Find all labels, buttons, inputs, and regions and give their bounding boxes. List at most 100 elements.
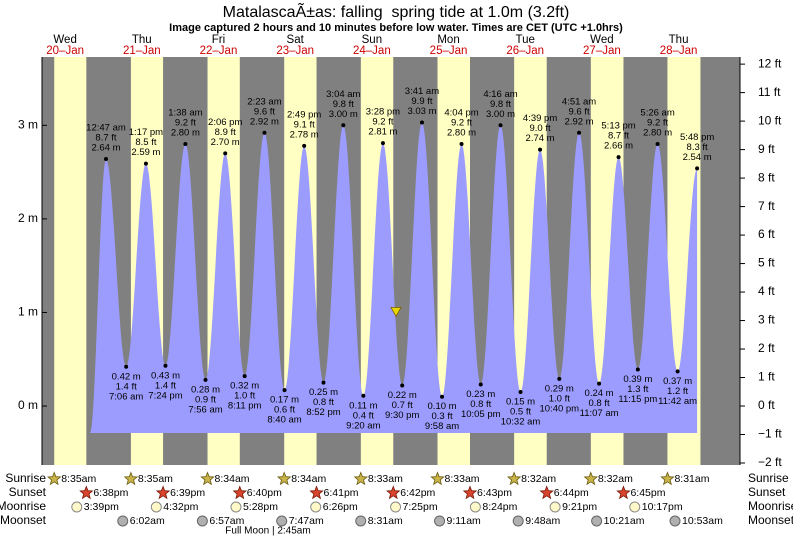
y2-tick-label: 8 ft [758,170,775,184]
row-label: Moonrise [748,499,793,513]
tide-point [655,142,660,147]
row-label: Sunrise [748,471,789,485]
tide-label: 4:39 pm [523,113,557,124]
moonset-icon [117,515,129,527]
moonset-time: 9:48am [525,515,560,527]
y2-tick-label: 9 ft [758,142,775,156]
moonset-time: 10:21am [604,515,645,527]
tide-label: 3:04 am [326,89,360,100]
day-date: 22–Jan [200,45,238,57]
tide-point [183,142,188,147]
sunset-icon [386,485,401,500]
tide-point [538,147,543,152]
tide-label: 4:04 pm [444,108,478,119]
tide-label: 9.2 ft [451,118,472,129]
tide-label: 0.8 ft [470,399,491,410]
tide-label: 9.6 ft [254,106,275,117]
sunset-icon [155,485,171,500]
tide-label: 2:06 pm [208,117,242,128]
tide-label: 1:38 am [168,108,202,119]
tide-point [695,166,700,171]
tide-label: 0.32 m [230,381,259,392]
tide-label: 9.0 ft [530,123,551,134]
tide-point [419,120,424,125]
tide-point [459,142,464,147]
tide-label: 5:13 pm [601,121,635,132]
moonset-icon [434,515,446,527]
tide-label: 0.29 m [545,383,574,394]
tide-point [518,390,523,395]
moonrise-icon [71,501,83,513]
moonrise-time: 7:25pm [403,501,438,513]
moonset-icon [591,515,603,527]
moonset-time: 10:53am [682,515,723,527]
tide-label: 2:49 pm [287,109,321,120]
sunrise-icon [123,471,139,486]
sunset-time: 6:39pm [170,487,205,499]
tide-point [302,143,307,148]
tide-label: 0.9 ft [195,394,216,405]
tide-label: 9.6 ft [568,106,589,117]
day-date: 23–Jan [276,45,314,57]
tide-point [163,363,168,368]
tide-label: 2.92 m [565,116,594,127]
tide-label: 5:48 pm [680,132,714,143]
moonrise-time: 9:21pm [562,501,597,513]
tide-label: 4:16 am [483,89,517,100]
tide-label: 3:28 pm [366,107,400,118]
tide-point [577,130,582,135]
sunset-time: 6:43pm [477,487,512,499]
moonrise-time: 8:24pm [482,501,517,513]
moonset-icon [196,515,208,527]
moonrise-time: 5:28pm [243,501,278,513]
tide-label: 10:32 am [501,417,541,428]
tide-point [597,381,602,386]
moonset-time: 6:57am [209,515,244,527]
tide-label: 2.80 m [447,128,476,139]
sunrise-time: 8:34am [215,473,250,485]
tide-label: 0.43 m [151,370,180,381]
daylight-band [54,57,87,465]
tide-point [675,369,680,374]
sunrise-icon [353,471,369,486]
tide-label: 0.4 ft [353,410,374,421]
sunset-icon [309,485,324,500]
sunrise-icon [46,471,62,486]
y2-tick-label: 12 ft [758,56,782,70]
moonrise-icon [230,501,242,513]
sunset-icon [79,485,94,500]
day-date: 28–Jan [660,45,698,57]
tide-point [223,151,228,156]
sunrise-time: 8:35am [61,473,96,485]
tide-label: 2:23 am [247,96,281,107]
tide-point [635,367,640,372]
moonset-time: 8:31am [368,515,403,527]
tide-label: 1.4 ft [155,380,176,391]
tide-label: 8.7 ft [608,131,629,142]
moonset-time: 9:11am [447,515,481,527]
tide-label: 9.8 ft [490,99,511,110]
tide-label: 9.2 ft [175,118,196,129]
tide-label: 1.3 ft [627,384,648,395]
tide-label: 11:07 am [580,408,619,419]
sunrise-time: 8:32am [521,473,556,485]
moonrise-icon [549,501,561,513]
tide-label: 8:11 pm [228,401,262,412]
row-label: Sunset [748,485,786,499]
row-label: Moonset [0,513,47,527]
tide-label: 3:41 am [405,86,439,97]
tide-label: 2.80 m [643,128,672,139]
sunrise-icon [583,471,599,486]
tide-label: 0.23 m [466,389,495,400]
sunrise-time: 8:32am [598,473,633,485]
tide-label: 0.15 m [506,397,535,408]
sunset-icon [616,485,631,500]
tide-point [361,393,366,398]
tide-point [341,123,346,128]
tide-point [400,383,405,388]
tide-label: 2.70 m [211,137,240,148]
tide-label: 0.6 ft [274,405,295,416]
y2-tick-label: 5 ft [758,256,775,270]
tide-label: 0.37 m [663,376,692,387]
